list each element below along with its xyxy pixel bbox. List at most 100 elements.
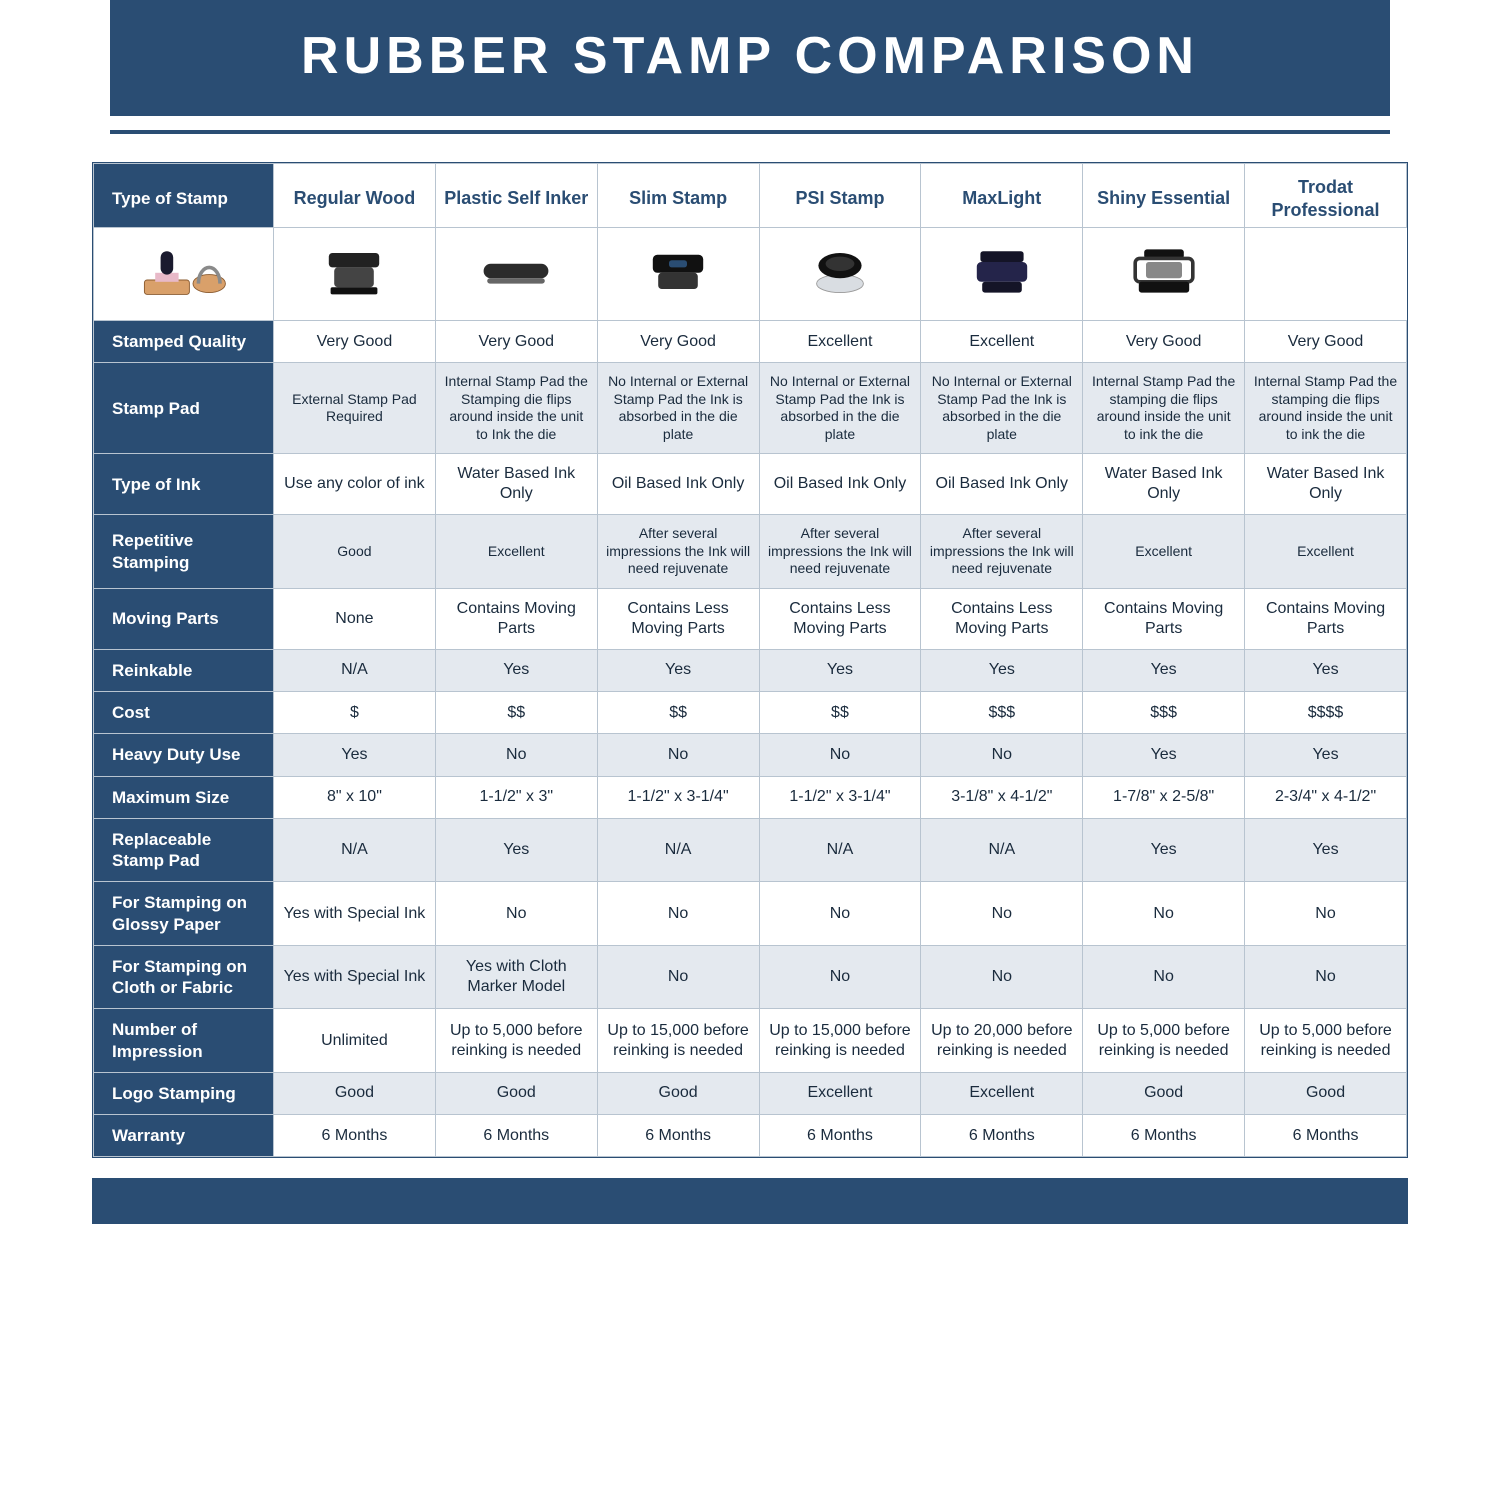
table-cell: Yes bbox=[921, 649, 1083, 691]
table-cell: 1-1/2" x 3-1/4" bbox=[597, 776, 759, 818]
row-header: Reinkable bbox=[94, 649, 274, 691]
table-cell: Up to 15,000 before reinking is needed bbox=[759, 1009, 921, 1073]
table-row: For Stamping on Glossy PaperYes with Spe… bbox=[94, 882, 1407, 946]
table-cell: Up to 5,000 before reinking is needed bbox=[435, 1009, 597, 1073]
table-cell: Excellent bbox=[759, 1072, 921, 1114]
row-header: Maximum Size bbox=[94, 776, 274, 818]
table-row: Warranty6 Months6 Months6 Months6 Months… bbox=[94, 1115, 1407, 1157]
table-cell: Yes bbox=[1083, 734, 1245, 776]
table-cell: $$$ bbox=[1083, 692, 1245, 734]
table-cell: Unlimited bbox=[274, 1009, 436, 1073]
table-cell: No bbox=[1083, 882, 1245, 946]
table-cell: 6 Months bbox=[435, 1115, 597, 1157]
table-body: Stamped QualityVery GoodVery GoodVery Go… bbox=[94, 228, 1407, 1157]
row-header: Number of Impression bbox=[94, 1009, 274, 1073]
table-cell: Internal Stamp Pad the stamping die flip… bbox=[1245, 363, 1407, 454]
table-cell: Good bbox=[274, 515, 436, 589]
icons-row bbox=[94, 228, 1407, 321]
table-cell: Excellent bbox=[1083, 515, 1245, 589]
stamp-icon-cell bbox=[921, 228, 1083, 321]
table-cell: Yes bbox=[597, 649, 759, 691]
row-header: Type of Ink bbox=[94, 454, 274, 515]
col-header: Trodat Professional bbox=[1245, 164, 1407, 228]
page-title: RUBBER STAMP COMPARISON bbox=[110, 0, 1390, 116]
table-cell: $ bbox=[274, 692, 436, 734]
table-cell: 6 Months bbox=[597, 1115, 759, 1157]
table-cell: $$$$ bbox=[1245, 692, 1407, 734]
stamp-icon-cell bbox=[274, 228, 436, 321]
table-cell: Yes bbox=[274, 734, 436, 776]
slim-stamp-icon bbox=[471, 244, 561, 298]
table-cell: No Internal or External Stamp Pad the In… bbox=[597, 363, 759, 454]
table-cell: Contains Less Moving Parts bbox=[921, 588, 1083, 649]
table-cell: $$$ bbox=[921, 692, 1083, 734]
table-cell: Internal Stamp Pad the stamping die flip… bbox=[1083, 363, 1245, 454]
table-cell: Excellent bbox=[1245, 515, 1407, 589]
table-cell: Yes bbox=[1083, 818, 1245, 882]
stamp-icon-cell bbox=[435, 228, 597, 321]
table-cell: Yes bbox=[1245, 649, 1407, 691]
table-cell: Contains Less Moving Parts bbox=[759, 588, 921, 649]
table-row: Number of ImpressionUnlimitedUp to 5,000… bbox=[94, 1009, 1407, 1073]
table-cell: Oil Based Ink Only bbox=[759, 454, 921, 515]
row-header-type-of-stamp: Type of Stamp bbox=[94, 164, 274, 228]
row-header: Logo Stamping bbox=[94, 1072, 274, 1114]
table-row: Maximum Size8" x 10"1-1/2" x 3"1-1/2" x … bbox=[94, 776, 1407, 818]
row-header: For Stamping on Glossy Paper bbox=[94, 882, 274, 946]
table-cell: Up to 5,000 before reinking is needed bbox=[1245, 1009, 1407, 1073]
table-cell: $$ bbox=[759, 692, 921, 734]
table-cell: Good bbox=[274, 1072, 436, 1114]
table-cell: Very Good bbox=[274, 321, 436, 363]
table-cell: Excellent bbox=[921, 1072, 1083, 1114]
table-cell: Very Good bbox=[435, 321, 597, 363]
table-cell: 6 Months bbox=[1083, 1115, 1245, 1157]
table-cell: No bbox=[435, 882, 597, 946]
table-row: Moving PartsNoneContains Moving PartsCon… bbox=[94, 588, 1407, 649]
table-cell: Up to 15,000 before reinking is needed bbox=[597, 1009, 759, 1073]
page: RUBBER STAMP COMPARISON Type of Stamp Re… bbox=[0, 0, 1500, 1500]
table-cell: Up to 5,000 before reinking is needed bbox=[1083, 1009, 1245, 1073]
table-cell: Yes bbox=[1083, 649, 1245, 691]
table-cell: 8" x 10" bbox=[274, 776, 436, 818]
table-cell: Oil Based Ink Only bbox=[921, 454, 1083, 515]
table-cell: Contains Moving Parts bbox=[1245, 588, 1407, 649]
row-header: Cost bbox=[94, 692, 274, 734]
table-row: Heavy Duty UseYesNoNoNoNoYesYes bbox=[94, 734, 1407, 776]
table-cell: No bbox=[1245, 945, 1407, 1009]
table-cell: $$ bbox=[435, 692, 597, 734]
table-cell: Excellent bbox=[759, 321, 921, 363]
self-inker-icon bbox=[309, 244, 399, 298]
table-cell: After several impressions the Ink will n… bbox=[921, 515, 1083, 589]
table-cell: No bbox=[597, 945, 759, 1009]
table-cell: No bbox=[921, 734, 1083, 776]
row-header: Warranty bbox=[94, 1115, 274, 1157]
table-cell: Water Based Ink Only bbox=[1245, 454, 1407, 515]
table-cell: Water Based Ink Only bbox=[1083, 454, 1245, 515]
col-header: MaxLight bbox=[921, 164, 1083, 228]
table-cell: Good bbox=[1245, 1072, 1407, 1114]
table-cell: After several impressions the Ink will n… bbox=[597, 515, 759, 589]
col-header: Slim Stamp bbox=[597, 164, 759, 228]
psi-stamp-icon bbox=[633, 244, 723, 298]
table-cell: N/A bbox=[759, 818, 921, 882]
stamp-icon-cell bbox=[597, 228, 759, 321]
table-cell: No bbox=[597, 734, 759, 776]
table-cell: 1-1/2" x 3-1/4" bbox=[759, 776, 921, 818]
table-cell: 2-3/4" x 4-1/2" bbox=[1245, 776, 1407, 818]
col-header: Shiny Essential bbox=[1083, 164, 1245, 228]
table-cell: Yes bbox=[435, 818, 597, 882]
table-cell: Yes with Cloth Marker Model bbox=[435, 945, 597, 1009]
comparison-table: Type of Stamp Regular Wood Plastic Self … bbox=[93, 163, 1407, 1157]
table-cell: No bbox=[759, 945, 921, 1009]
table-cell: N/A bbox=[597, 818, 759, 882]
table-cell: N/A bbox=[274, 649, 436, 691]
stamp-icon-cell bbox=[1083, 228, 1245, 321]
table-cell: No bbox=[759, 734, 921, 776]
table-cell: No Internal or External Stamp Pad the In… bbox=[921, 363, 1083, 454]
table-cell: Yes bbox=[1245, 734, 1407, 776]
header-row: Type of Stamp Regular Wood Plastic Self … bbox=[94, 164, 1407, 228]
stamp-icon-cell bbox=[759, 228, 921, 321]
col-header: PSI Stamp bbox=[759, 164, 921, 228]
table-cell: External Stamp Pad Required bbox=[274, 363, 436, 454]
table-cell: Good bbox=[597, 1072, 759, 1114]
